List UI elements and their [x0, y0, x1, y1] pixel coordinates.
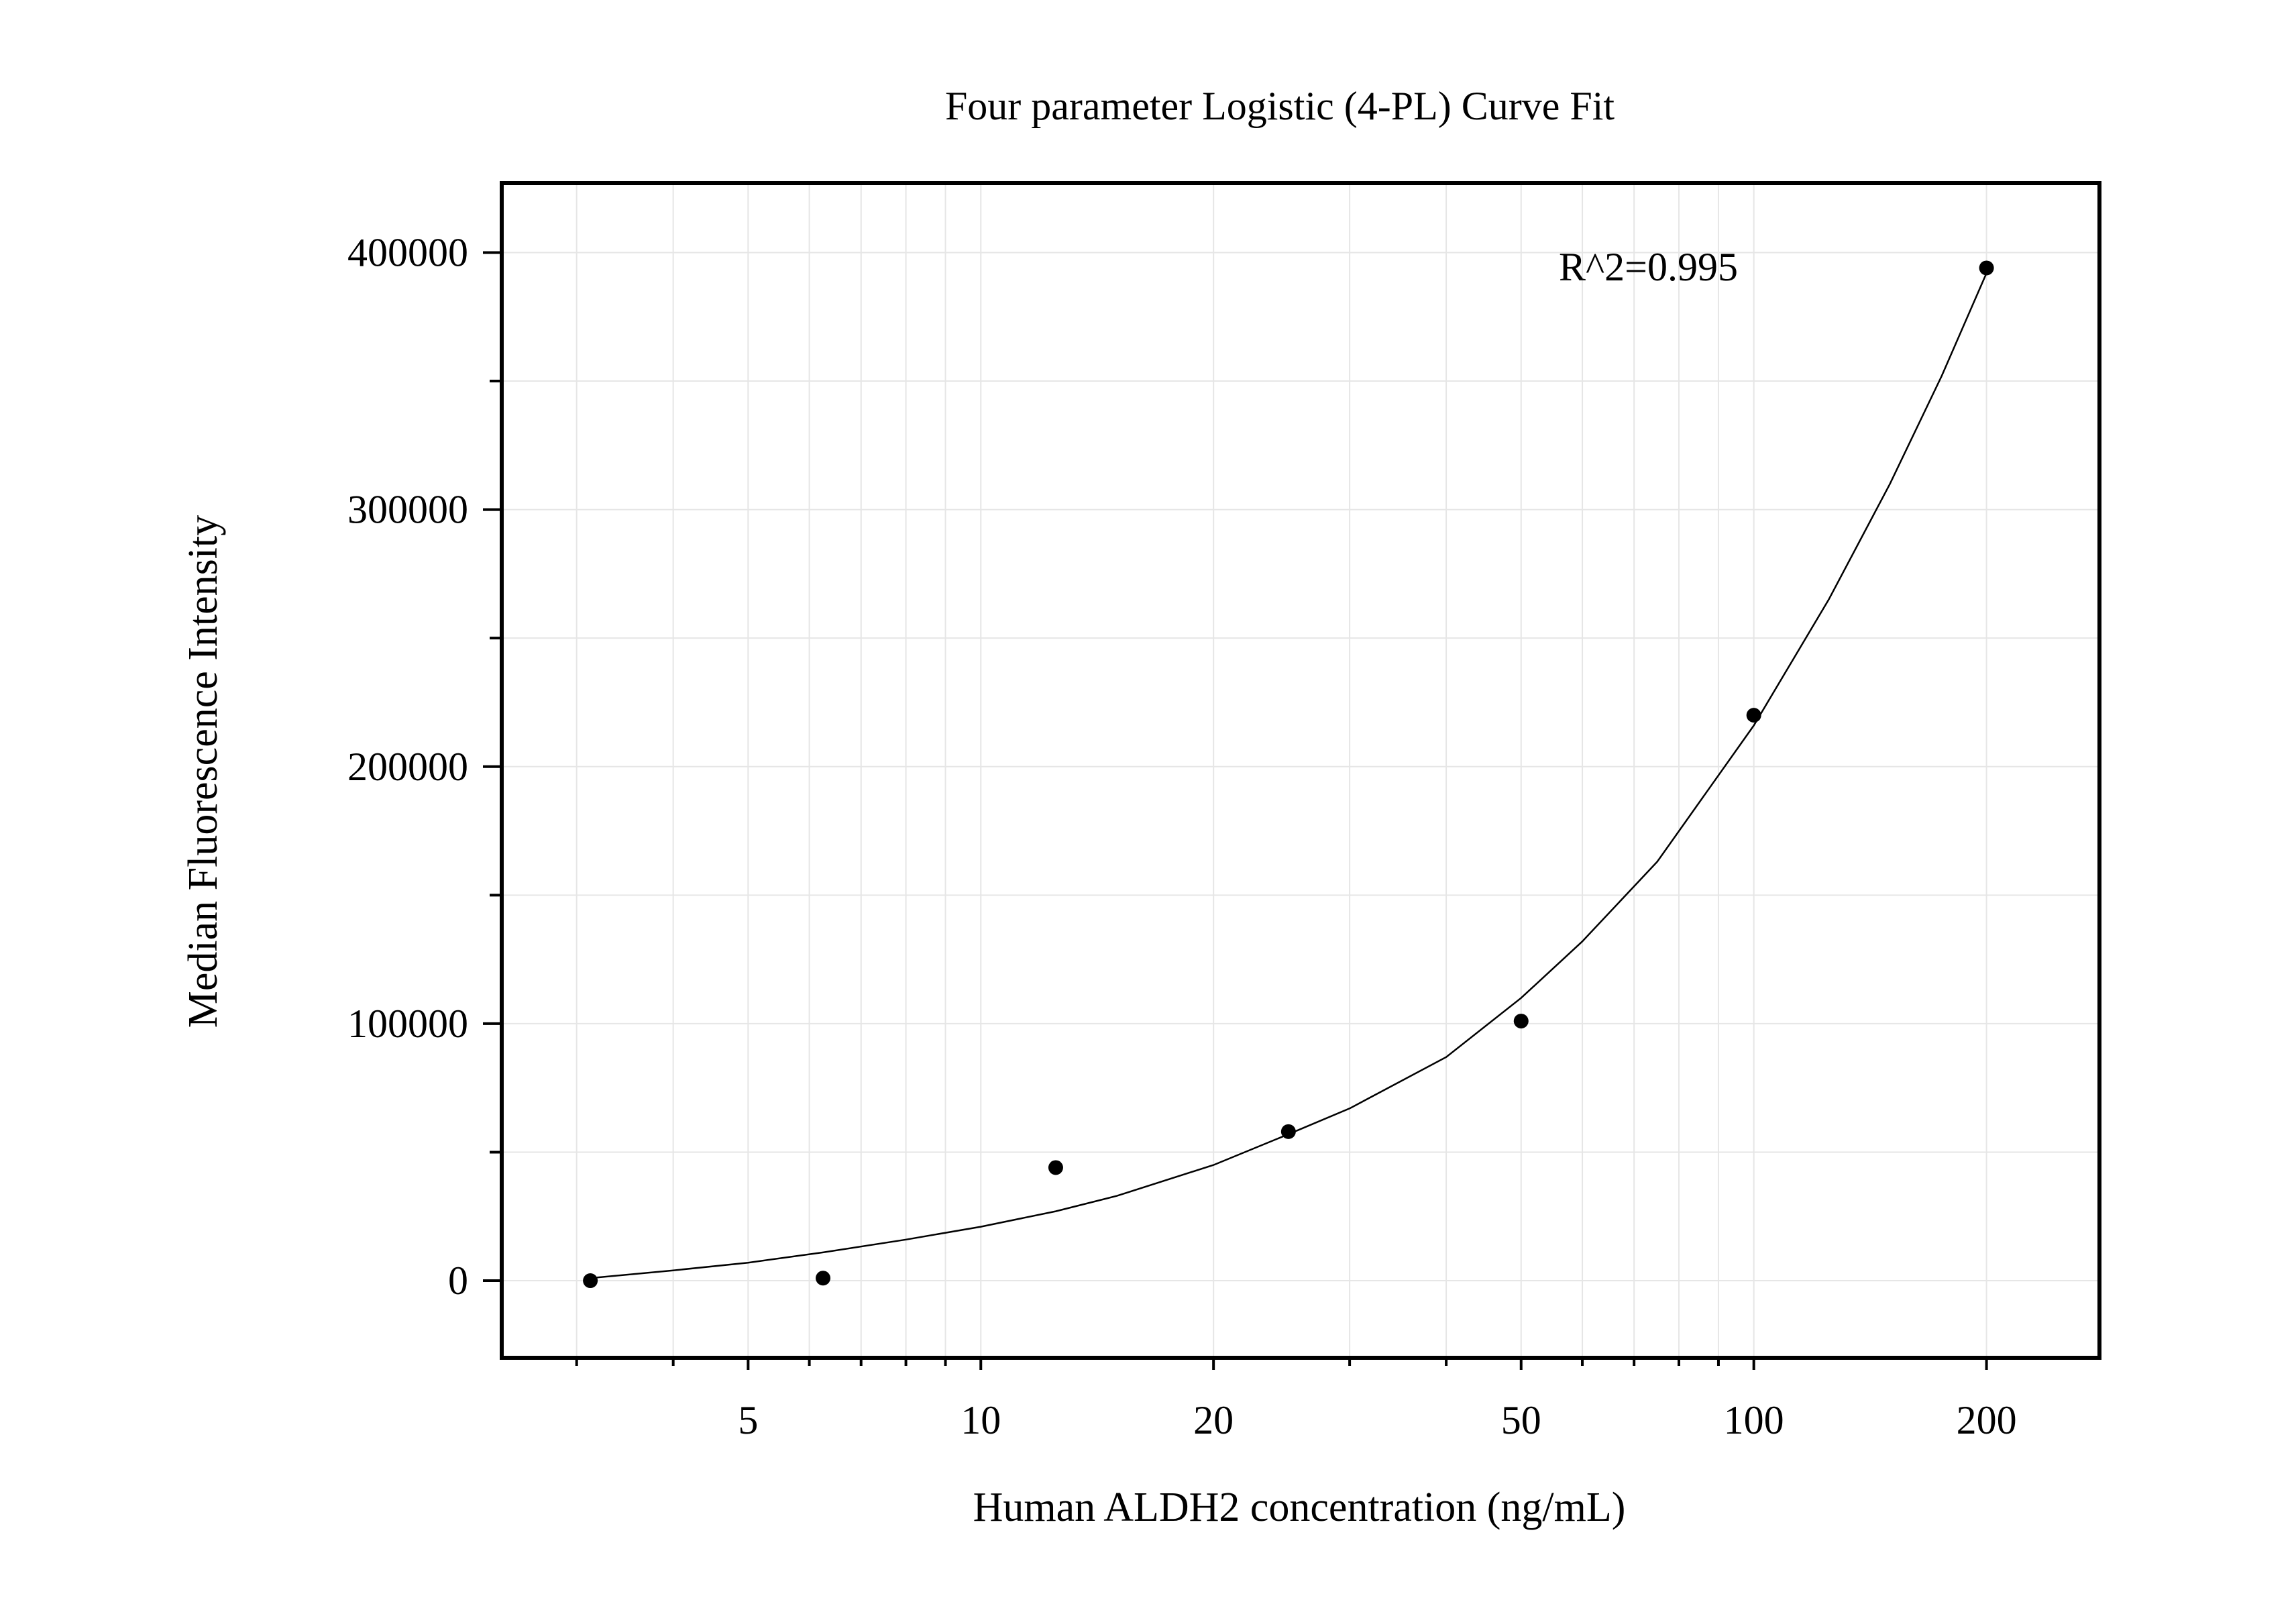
x-tick-label: 50 — [1501, 1398, 1541, 1442]
y-axis-label: Median Fluorescence Intensity — [180, 515, 226, 1028]
fit-curve — [590, 272, 1987, 1279]
axis-ticks — [483, 251, 1988, 1370]
plot-frame — [500, 181, 2101, 1360]
data-point — [1746, 708, 1761, 723]
data-point — [1513, 1014, 1529, 1029]
x-tick-label: 100 — [1724, 1398, 1784, 1442]
x-tick-label: 200 — [1957, 1398, 2017, 1442]
x-tick-label: 20 — [1193, 1398, 1234, 1442]
x-tick-label: 10 — [961, 1398, 1001, 1442]
r-squared-annotation: R^2=0.995 — [1559, 245, 1738, 289]
data-point — [816, 1271, 831, 1286]
y-tick-label: 300000 — [347, 488, 468, 532]
y-tick-label: 100000 — [347, 1002, 468, 1046]
data-point — [583, 1273, 598, 1289]
data-point — [1979, 260, 1994, 276]
tick-labels: 5 10 20 50 100 200 0 100000 200000 300000 400000 — [347, 230, 2017, 1442]
y-tick-label: 0 — [448, 1259, 468, 1303]
y-tick-label: 200000 — [347, 745, 468, 789]
x-tick-label: 5 — [738, 1398, 758, 1442]
data-points — [583, 260, 1994, 1289]
fit-curve-layer — [590, 272, 1987, 1279]
y-tick-label: 400000 — [347, 230, 468, 274]
grid-lines — [502, 183, 2099, 1358]
data-point — [1280, 1124, 1296, 1139]
data-point — [1048, 1160, 1063, 1175]
x-axis-label: Human ALDH2 concentration (ng/mL) — [973, 1485, 1626, 1530]
chart-title: Four parameter Logistic (4-PL) Curve Fit — [945, 84, 1615, 128]
